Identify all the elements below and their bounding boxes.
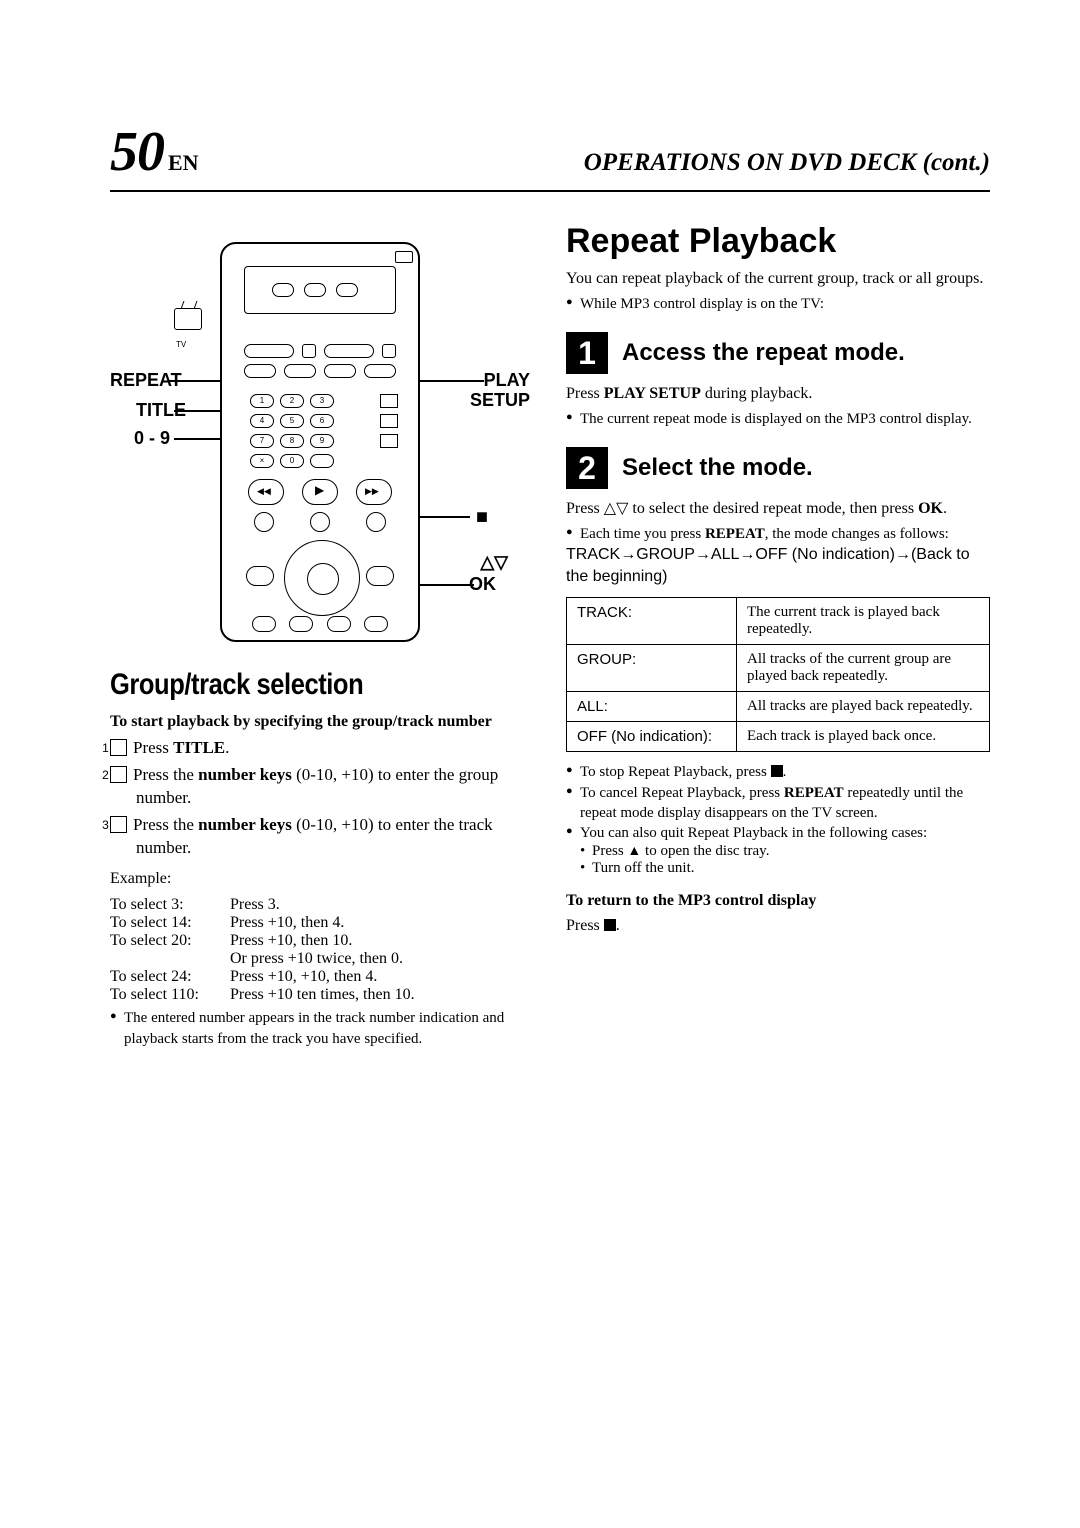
post-also: You can also quit Repeat Playback in the… — [566, 823, 990, 843]
lead-line — [418, 584, 474, 586]
step-1: 1Press TITLE. — [110, 737, 530, 760]
page-header: 50EN OPERATIONS ON DVD DECK (cont.) — [110, 120, 990, 192]
display-icons — [252, 270, 378, 310]
num-key: 3 — [310, 394, 334, 408]
right-heading: Repeat Playback — [566, 222, 990, 261]
example-row: To select 24:Press +10, +10, then 4. — [110, 968, 530, 986]
remote-side — [380, 394, 398, 448]
example-row: To select 3:Press 3. — [110, 896, 530, 914]
left-heading: Group/track selection — [110, 668, 467, 702]
step-1-title: Access the repeat mode. — [622, 339, 905, 367]
triangle-down-icon — [616, 500, 628, 517]
table-row: TRACK:The current track is played back r… — [567, 598, 990, 645]
num-key: 4 — [250, 414, 274, 428]
remote-body: TV 1 2 3 4 5 6 7 8 9 × 0 — [220, 242, 420, 642]
tv-label: TV — [176, 340, 186, 349]
example-row: To select 20:Press +10, then 10. — [110, 932, 530, 950]
example-table: To select 3:Press 3. To select 14:Press … — [110, 896, 530, 1004]
step-2: 2Press the number keys (0-10, +10) to en… — [110, 764, 530, 810]
step-1-header: 1 Access the repeat mode. — [566, 332, 990, 374]
remote-smallrow — [254, 512, 386, 532]
label-stop: ■ — [476, 506, 488, 529]
post-open: Press ▲ to open the disc tray. — [566, 843, 990, 860]
step-3: 3Press the number keys (0-10, +10) to en… — [110, 814, 530, 860]
label-setup: SETUP — [470, 390, 530, 411]
step-num-icon: 1 — [110, 739, 127, 756]
remote-row — [244, 364, 396, 378]
example-label: Example: — [110, 869, 530, 890]
lead-line — [416, 516, 470, 518]
table-row: ALL:All tracks are played back repeatedl… — [567, 692, 990, 722]
eject-icon: ▲ — [627, 844, 641, 860]
label-play: PLAY — [484, 370, 530, 391]
left-note: The entered number appears in the track … — [110, 1008, 530, 1049]
page-lang: EN — [168, 150, 199, 175]
num-key: × — [250, 454, 274, 468]
example-row: To select 14:Press +10, then 4. — [110, 914, 530, 932]
step-2-title: Select the mode. — [622, 454, 813, 482]
return-text: Press . — [566, 916, 990, 937]
page-number: 50EN — [110, 120, 199, 184]
remote-numpad: 1 2 3 4 5 6 7 8 9 × 0 — [250, 394, 334, 468]
num-key: 8 — [280, 434, 304, 448]
step-1-note: The current repeat mode is displayed on … — [566, 409, 990, 429]
right-intro: You can repeat playback of the current g… — [566, 269, 990, 290]
step-number-icon: 1 — [566, 332, 608, 374]
step-number-icon: 2 — [566, 447, 608, 489]
step-2-each: Each time you press REPEAT, the mode cha… — [566, 524, 990, 544]
num-key — [310, 454, 334, 468]
num-key: 6 — [310, 414, 334, 428]
step-1-text: Press PLAY SETUP during playback. — [566, 384, 990, 405]
step-num-icon: 2 — [110, 766, 127, 783]
page-number-value: 50 — [110, 121, 164, 183]
table-row: OFF (No indication):Each track is played… — [567, 722, 990, 752]
num-key: 1 — [250, 394, 274, 408]
remote-transport — [248, 479, 392, 505]
label-arrows: △▽ — [480, 552, 508, 573]
return-heading: To return to the MP3 control display — [566, 891, 990, 912]
remote-bottom — [252, 616, 388, 632]
step-2-header: 2 Select the mode. — [566, 447, 990, 489]
content-columns: REPEAT TITLE 0 - 9 PLAY SETUP ■ △▽ OK TV — [110, 222, 990, 1049]
remote-diagram: REPEAT TITLE 0 - 9 PLAY SETUP ■ △▽ OK TV — [110, 242, 530, 642]
remote-navring — [284, 540, 360, 616]
left-subheading: To start playback by specifying the grou… — [110, 712, 530, 733]
step-2-text: Press to select the desired repeat mode,… — [566, 499, 990, 520]
post-off: Turn off the unit. — [566, 860, 990, 877]
table-row: GROUP:All tracks of the current group ar… — [567, 645, 990, 692]
left-column: REPEAT TITLE 0 - 9 PLAY SETUP ■ △▽ OK TV — [110, 222, 530, 1049]
example-row: To select 110:Press +10 ten times, then … — [110, 986, 530, 1004]
stop-icon — [604, 919, 616, 931]
label-numkeys: 0 - 9 — [134, 428, 170, 449]
num-key: 5 — [280, 414, 304, 428]
example-row: Or press +10 twice, then 0. — [110, 950, 530, 968]
right-column: Repeat Playback You can repeat playback … — [566, 222, 990, 1049]
mode-sequence: TRACK→GROUP→ALL→OFF (No indication)→(Bac… — [566, 544, 990, 587]
tv-icon — [174, 308, 202, 330]
right-intro2: While MP3 control display is on the TV: — [566, 294, 990, 314]
num-key: 0 — [280, 454, 304, 468]
post-cancel: To cancel Repeat Playback, press REPEAT … — [566, 783, 990, 824]
num-key: 2 — [280, 394, 304, 408]
triangle-up-icon — [604, 500, 616, 517]
num-key: 9 — [310, 434, 334, 448]
lead-line — [418, 380, 484, 382]
mode-table: TRACK:The current track is played back r… — [566, 597, 990, 752]
step-num-icon: 3 — [110, 816, 127, 833]
section-title: OPERATIONS ON DVD DECK (cont.) — [584, 149, 990, 177]
stop-icon — [771, 765, 783, 777]
post-stop: To stop Repeat Playback, press . — [566, 762, 990, 782]
remote-row — [244, 344, 396, 358]
num-key: 7 — [250, 434, 274, 448]
